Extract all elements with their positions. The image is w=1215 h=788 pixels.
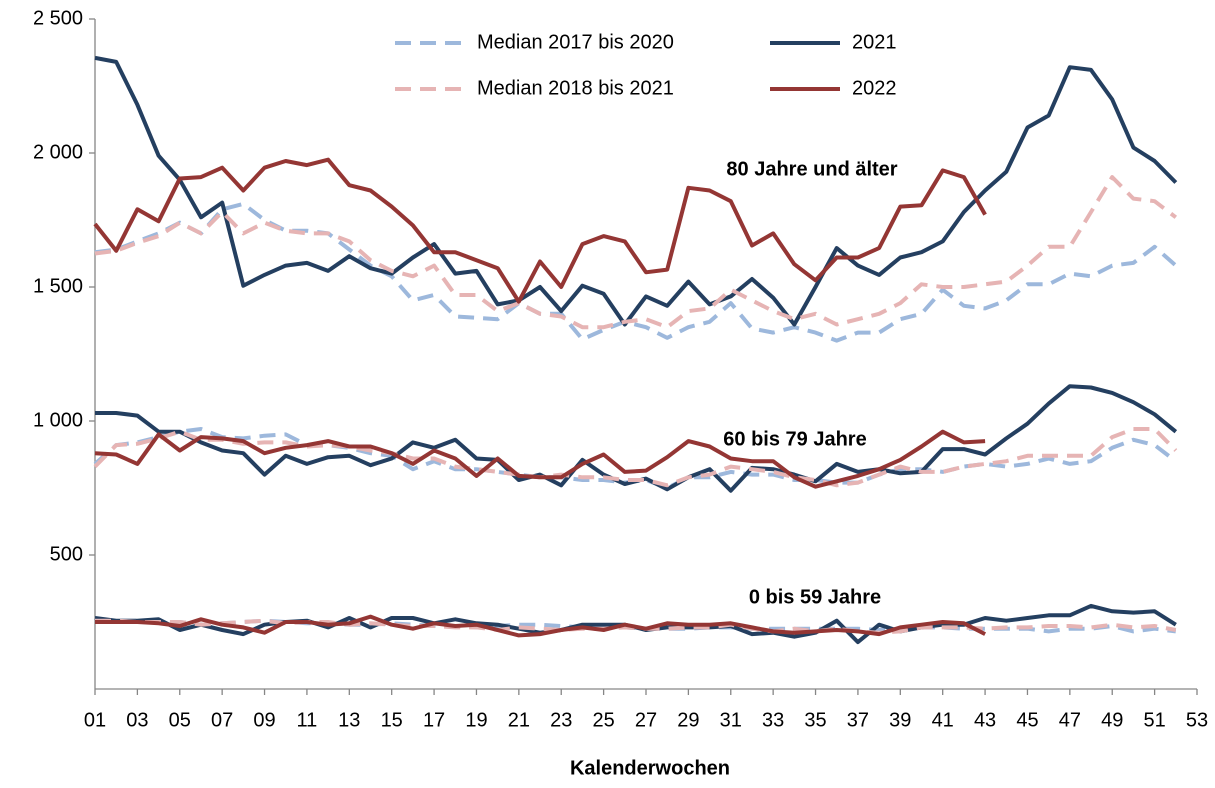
data-line: [95, 618, 1177, 635]
y-tick-label: 1 000: [33, 409, 83, 431]
x-tick-label: 19: [465, 709, 487, 731]
group-label: 0 bis 59 Jahre: [749, 586, 881, 608]
x-tick-label: 13: [338, 709, 360, 731]
x-tick-label: 47: [1059, 709, 1081, 731]
x-tick-label: 43: [974, 709, 996, 731]
y-tick-label: 2 000: [33, 141, 83, 163]
x-tick-label: 21: [508, 709, 530, 731]
data-line: [93, 427, 1178, 488]
data-line: [95, 384, 1178, 493]
legend-label: Median 2018 bis 2021: [477, 77, 674, 99]
x-axis-title: Kalenderwochen: [570, 757, 730, 779]
x-tick-label: 49: [1101, 709, 1123, 731]
x-tick-label: 07: [211, 709, 233, 731]
x-tick-label: 17: [423, 709, 445, 731]
data-line: [94, 175, 1178, 330]
x-tick-label: 09: [253, 709, 275, 731]
x-tick-label: 01: [84, 709, 106, 731]
y-tick-label: 500: [50, 543, 83, 565]
x-tick-label: 03: [126, 709, 148, 731]
data-line: [94, 55, 1178, 327]
x-tick-label: 35: [804, 709, 826, 731]
y-tick-label: 1 500: [33, 275, 83, 297]
data-line: [95, 614, 987, 638]
x-tick-label: 31: [720, 709, 742, 731]
x-tick-label: 11: [297, 709, 318, 731]
x-tick-label: 33: [762, 709, 784, 731]
group-label: 80 Jahre und älter: [726, 158, 897, 180]
group-label: 60 bis 79 Jahre: [723, 428, 866, 450]
x-tick-label: 41: [932, 709, 954, 731]
legend-label: 2022: [852, 77, 897, 99]
x-tick-label: 45: [1016, 709, 1038, 731]
data-line: [93, 157, 987, 304]
x-tick-label: 15: [381, 709, 403, 731]
x-tick-label: 29: [677, 709, 699, 731]
x-tick-label: 23: [550, 709, 572, 731]
y-tick-label: 2 500: [33, 7, 83, 29]
data-line: [94, 429, 986, 489]
x-tick-label: 25: [592, 709, 614, 731]
x-tick-label: 53: [1186, 709, 1208, 731]
legend-label: Median 2017 bis 2020: [477, 31, 674, 53]
x-tick-label: 27: [635, 709, 657, 731]
x-tick-label: 39: [889, 709, 911, 731]
data-line: [94, 603, 1177, 645]
x-tick-label: 51: [1143, 709, 1165, 731]
x-tick-label: 37: [847, 709, 869, 731]
legend-label: 2021: [852, 31, 897, 53]
x-tick-label: 05: [169, 709, 191, 731]
